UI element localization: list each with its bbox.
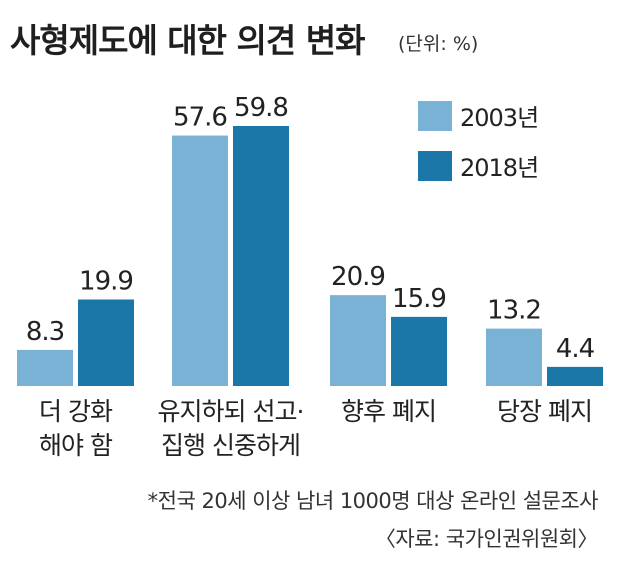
value-label-2003-3: 13.2 (487, 296, 541, 326)
category-label-1-0: 유지하되 선고· (158, 397, 304, 426)
source-note: 〈자료: 국가인권위원회〉 (375, 527, 598, 551)
bars (17, 126, 603, 386)
bar-2018-1 (233, 126, 289, 386)
legend-swatch-2003 (418, 101, 452, 131)
category-label-0-0: 더 강화 (39, 397, 113, 426)
bar-2003-2 (330, 295, 386, 386)
value-label-2018-3: 4.4 (556, 334, 595, 364)
category-label-2-0: 향후 폐지 (341, 397, 436, 426)
bar-2003-0 (17, 349, 73, 386)
value-labels: 8.3 57.6 20.9 13.2 19.9 59.8 15.9 4.4 (26, 93, 596, 364)
category-label-3-0: 당장 폐지 (497, 397, 592, 426)
value-label-2018-1: 59.8 (234, 93, 288, 123)
value-label-2003-0: 8.3 (26, 317, 64, 347)
value-label-2003-2: 20.9 (331, 262, 385, 292)
category-label-1-1: 집행 신중하게 (161, 431, 300, 460)
bar-2003-1 (172, 135, 228, 386)
legend-label-2003: 2003년 (460, 104, 538, 132)
value-label-2003-1: 57.6 (173, 103, 227, 133)
bar-2003-3 (486, 328, 542, 386)
survey-note: *전국 20세 이상 남녀 1000명 대상 온라인 설문조사 (148, 489, 599, 513)
value-label-2018-0: 19.9 (79, 266, 133, 296)
legend: 2003년 2018년 (418, 101, 539, 182)
bar-2018-0 (78, 299, 134, 386)
category-label-0-1: 해야 함 (39, 431, 113, 460)
legend-swatch-2018 (418, 151, 452, 181)
chart-title: 사형제도에 대한 의견 변화 (10, 21, 365, 60)
bar-2018-3 (547, 366, 603, 386)
value-label-2018-2: 15.9 (392, 284, 446, 314)
legend-label-2018: 2018년 (460, 154, 538, 182)
bar-2018-2 (391, 316, 447, 386)
chart-unit: (단위: %) (398, 33, 478, 55)
